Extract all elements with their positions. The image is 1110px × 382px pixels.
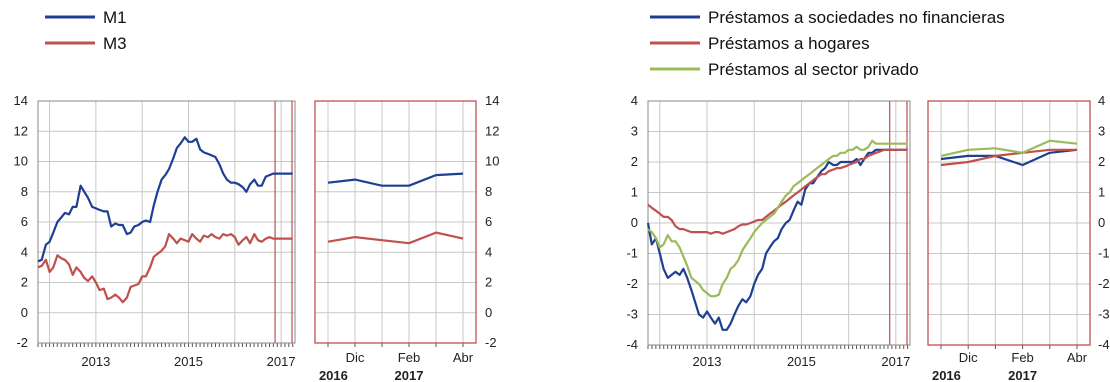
right-y-tick-label-8: 14 <box>485 93 499 108</box>
chart-panel-1: M1 M3 -2 -2 0 0 2 2 4 4 6 6 8 8 10 10 12 12 14 14 2013 2015 20… <box>14 8 500 382</box>
main-x-year-label-0: 2013 <box>81 354 110 369</box>
main-series-line-1 <box>37 136 293 263</box>
left-y-tick-label-1: -3 <box>626 307 638 322</box>
inset-series-line-1 <box>940 148 1078 167</box>
left-y-tick-label-7: 3 <box>631 124 638 139</box>
inset-series-line-2 <box>327 231 464 245</box>
left-y-tick-label-5: 8 <box>21 184 28 199</box>
right-y-tick-label-2: -2 <box>1098 276 1110 291</box>
main-x-year-label-2: 2017 <box>267 354 296 369</box>
right-y-tick-label-7: 3 <box>1098 124 1105 139</box>
left-y-tick-label-1: 0 <box>21 305 28 320</box>
right-y-tick-label-0: -2 <box>485 335 497 350</box>
main-x-year-label-1: 2015 <box>174 354 203 369</box>
right-y-tick-label-8: 4 <box>1098 93 1105 108</box>
right-y-tick-label-5: 8 <box>485 184 492 199</box>
right-y-tick-label-4: 0 <box>1098 215 1105 230</box>
inset-x-year-label-0: 2016 <box>319 368 348 382</box>
legend-label-2: M3 <box>103 34 127 53</box>
left-y-tick-label-4: 6 <box>21 214 28 229</box>
right-y-tick-label-3: -1 <box>1098 246 1110 261</box>
left-y-tick-label-3: -1 <box>626 246 638 261</box>
main-x-year-label-0: 2013 <box>693 354 722 369</box>
inset-x-month-label-2: Abr <box>1067 350 1088 365</box>
inset-series-line-2 <box>940 148 1077 167</box>
chart-panel-2: Préstamos a sociedades no financieras Pré… <box>626 8 1109 382</box>
inset-x-month-label-2: Abr <box>453 350 474 365</box>
left-y-tick-label-6: 10 <box>14 154 28 169</box>
inset-x-year-label-1: 2017 <box>1008 368 1037 382</box>
main-series-line-1 <box>646 148 908 331</box>
left-y-tick-label-0: -4 <box>626 337 638 352</box>
inset-x-month-label-0: Dic <box>959 350 978 365</box>
left-y-tick-label-0: -2 <box>16 335 28 350</box>
right-y-tick-label-1: -3 <box>1098 307 1110 322</box>
right-y-tick-label-3: 4 <box>485 244 492 259</box>
left-y-tick-label-5: 1 <box>631 185 638 200</box>
left-y-tick-label-8: 14 <box>14 93 28 108</box>
inset-x-month-label-0: Dic <box>346 350 365 365</box>
inset-x-month-label-1: Feb <box>398 350 420 365</box>
main-x-year-label-1: 2015 <box>787 354 816 369</box>
legend-label-3: Préstamos al sector privado <box>708 60 919 79</box>
legend-label-1: Préstamos a sociedades no financieras <box>708 8 1005 27</box>
inset-x-year-label-0: 2016 <box>932 368 961 382</box>
right-y-tick-label-2: 2 <box>485 275 492 290</box>
inset-x-year-label-1: 2017 <box>395 368 424 382</box>
right-y-tick-label-1: 0 <box>485 305 492 320</box>
left-y-tick-label-2: -2 <box>626 276 638 291</box>
left-y-tick-label-2: 2 <box>21 275 28 290</box>
main-x-year-label-2: 2017 <box>881 354 910 369</box>
left-y-tick-label-6: 2 <box>631 154 638 169</box>
left-y-tick-label-3: 4 <box>21 244 28 259</box>
right-y-tick-label-0: -4 <box>1098 337 1110 352</box>
left-y-tick-label-4: 0 <box>631 215 638 230</box>
left-y-tick-label-7: 12 <box>14 123 28 138</box>
main-series-line-3 <box>647 139 908 298</box>
inset-series-line-1 <box>327 172 464 187</box>
inset-x-month-label-1: Feb <box>1011 350 1033 365</box>
inset-plot-frame <box>927 100 1091 346</box>
right-y-tick-label-7: 12 <box>485 123 499 138</box>
right-y-tick-label-5: 1 <box>1098 185 1105 200</box>
right-y-tick-label-6: 10 <box>485 154 499 169</box>
inset-series-line-3 <box>940 139 1078 157</box>
inset-plot-frame <box>314 100 477 344</box>
legend-label-2: Préstamos a hogares <box>708 34 870 53</box>
right-y-tick-label-4: 6 <box>485 214 492 229</box>
left-y-tick-label-8: 4 <box>631 93 638 108</box>
main-series-line-2 <box>37 233 293 304</box>
right-y-tick-label-6: 2 <box>1098 154 1105 169</box>
legend-label-1: M1 <box>103 8 127 27</box>
main-plot-border <box>37 100 296 344</box>
